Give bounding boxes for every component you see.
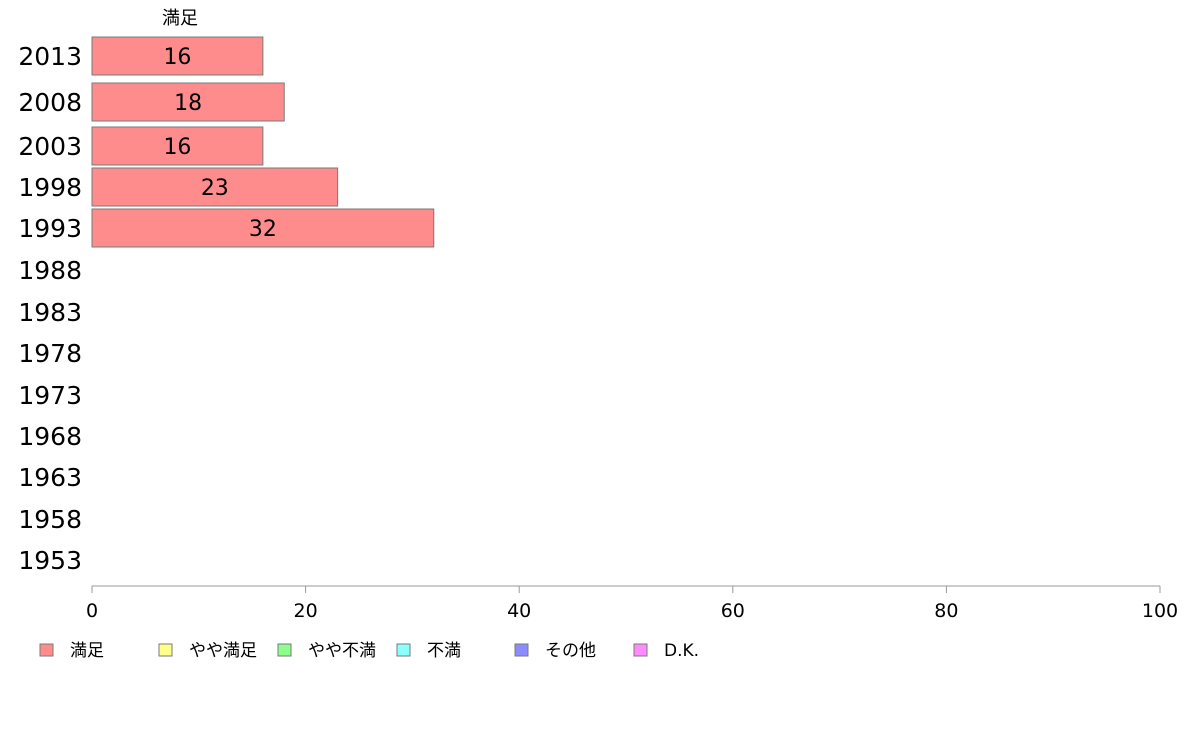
legend-swatch <box>514 643 529 657</box>
legend-label: 満足 <box>70 641 104 661</box>
legend-label: D.K. <box>664 641 699 661</box>
series-top-label: 満足 <box>162 8 198 29</box>
legend-label: 不満 <box>427 641 461 661</box>
y-tick-label: 1993 <box>18 214 82 243</box>
x-tick-label: 20 <box>294 600 318 622</box>
x-axis: 0 20 40 60 80 100 <box>86 585 1178 622</box>
bar <box>91 167 339 207</box>
x-tick-label: 100 <box>1142 600 1178 622</box>
bar-value-label: 23 <box>201 176 229 201</box>
y-tick-label: 1988 <box>18 256 82 285</box>
legend-swatch <box>39 643 54 657</box>
x-tick-label: 80 <box>934 600 958 622</box>
x-tick-label: 60 <box>721 600 745 622</box>
y-tick-label: 1953 <box>18 546 82 575</box>
legend-label: やや満足 <box>189 641 257 661</box>
y-tick-label: 1968 <box>18 422 82 451</box>
legend-swatch <box>158 643 173 657</box>
legend-label: やや不満 <box>308 641 376 661</box>
y-tick-label: 1998 <box>18 173 82 202</box>
y-tick-label: 1978 <box>18 339 82 368</box>
bar-value-label: 18 <box>174 91 202 116</box>
legend-swatch <box>277 643 292 657</box>
bar <box>91 82 285 122</box>
y-tick-label: 2008 <box>18 88 82 117</box>
bar-value-label: 16 <box>163 135 191 160</box>
y-tick-label: 2003 <box>18 132 82 161</box>
y-tick-label: 1973 <box>18 381 82 410</box>
y-tick-label: 1958 <box>18 505 82 534</box>
bar <box>91 208 435 248</box>
y-tick-label: 1963 <box>18 463 82 492</box>
bar-value-label: 16 <box>163 45 191 70</box>
bar <box>91 126 264 166</box>
y-axis-labels: 2013 2008 2003 1998 1993 1988 1983 1978 1973 1968… <box>18 42 82 575</box>
y-tick-label: 2013 <box>18 42 82 71</box>
y-tick-label: 1983 <box>18 298 82 327</box>
bars: 16 18 16 23 32 <box>91 36 435 248</box>
legend-swatch <box>396 643 411 657</box>
bar <box>91 36 264 76</box>
legend-swatch <box>633 643 648 657</box>
legend: 満足 やや満足 やや不満 不満 その他 D.K. <box>39 641 699 661</box>
x-tick-label: 0 <box>86 600 98 622</box>
legend-label: その他 <box>545 641 596 661</box>
x-tick-label: 40 <box>507 600 531 622</box>
bar-value-label: 32 <box>249 217 277 242</box>
